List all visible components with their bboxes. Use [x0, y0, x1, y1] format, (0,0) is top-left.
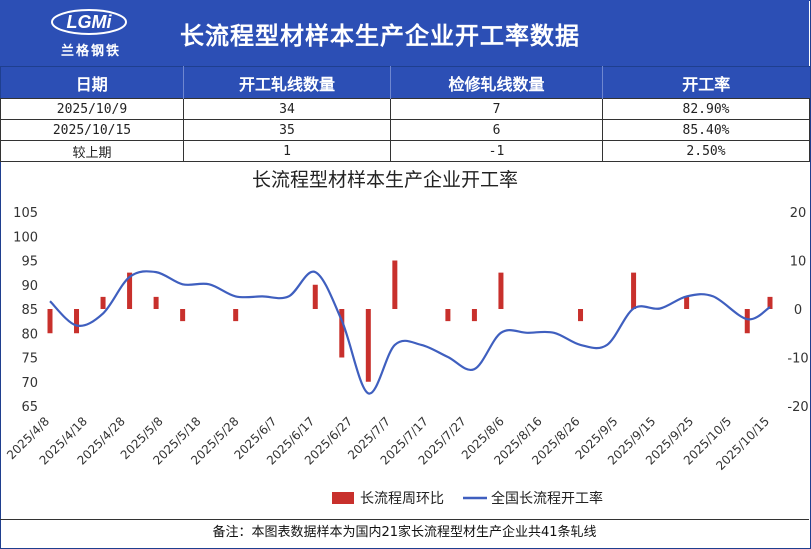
table-cell: 较上期	[0, 140, 184, 162]
logo-text: 兰格钢铁	[60, 44, 121, 59]
bar	[127, 272, 133, 309]
bar	[684, 296, 690, 309]
x-axis: 2025/4/82025/4/182025/4/282025/5/82025/5…	[4, 414, 772, 473]
left-axis-tick-label: 90	[21, 279, 38, 294]
bar	[47, 309, 53, 334]
line-path	[49, 270, 771, 395]
bar	[312, 284, 318, 309]
bar	[74, 309, 80, 334]
bar	[471, 309, 477, 322]
bar	[767, 296, 773, 309]
left-axis-tick-label: 65	[21, 400, 38, 415]
left-axis-tick-label: 85	[21, 303, 38, 318]
table-row: 2025/10/9 34 7 82.90%	[0, 98, 810, 120]
table-cell: 2025/10/15	[0, 119, 184, 141]
right-axis: -20 -10 0 10 20	[787, 206, 808, 415]
report-title: 长流程型材样本生产企业开工率数据	[180, 22, 580, 50]
right-axis-tick-label: 10	[790, 255, 807, 270]
left-axis-tick-label: 70	[21, 376, 38, 391]
table-header-row: 日期 开工轧线数量 检修轧线数量 开工率	[0, 66, 810, 99]
line-series	[49, 270, 771, 395]
header-bar: LGMi 兰格钢铁 长流程型材样本生产企业开工率数据	[0, 0, 809, 66]
table-cell: 6	[390, 119, 603, 141]
bar	[631, 272, 637, 309]
column-header-running-lines: 开工轧线数量	[183, 66, 391, 99]
bar	[100, 296, 106, 309]
table-cell: 35	[183, 119, 391, 141]
left-axis-tick-label: 80	[21, 327, 38, 342]
right-axis-tick-label: -20	[787, 400, 808, 415]
right-axis-tick-label: 0	[794, 303, 802, 318]
logo-mark-text: LGMi	[67, 12, 113, 32]
table-cell: -1	[390, 140, 603, 162]
legend-swatch-bar	[332, 492, 354, 504]
column-header-operating-rate: 开工率	[602, 66, 810, 99]
right-axis-tick-label: 20	[790, 206, 807, 221]
table-cell: 34	[183, 98, 391, 120]
chart-legend: 长流程周环比 全国长流程开工率	[332, 490, 603, 507]
table-row: 2025/10/15 35 6 85.40%	[0, 119, 810, 141]
table-cell: 85.40%	[602, 119, 810, 141]
footer-note: 备注：本图表数据样本为国内21家长流程型材生产企业共41条轧线	[0, 519, 809, 548]
bar-series	[47, 260, 773, 382]
logo-mark: LGMi	[51, 9, 127, 35]
table-cell: 7	[390, 98, 603, 120]
legend-label-bar: 长流程周环比	[360, 491, 444, 507]
bar	[180, 309, 186, 322]
chart-title: 长流程型材样本生产企业开工率	[252, 169, 518, 191]
bar	[339, 309, 345, 358]
table-cell: 2.50%	[602, 140, 810, 162]
left-axis-tick-label: 75	[21, 352, 38, 367]
table-cell: 82.90%	[602, 98, 810, 120]
bar	[445, 309, 451, 322]
bar	[233, 309, 239, 322]
table-row: 较上期 1 -1 2.50%	[0, 140, 810, 162]
bar	[365, 309, 371, 382]
right-axis-tick-label: -10	[787, 352, 808, 367]
bar	[578, 309, 584, 322]
bar	[498, 272, 504, 309]
bar	[153, 296, 159, 309]
lange-logo: LGMi 兰格钢铁	[50, 8, 130, 60]
column-header-maintenance-lines: 检修轧线数量	[390, 66, 603, 99]
bar	[392, 260, 398, 309]
table-cell: 1	[183, 140, 391, 162]
left-axis-tick-label: 105	[13, 206, 38, 221]
legend-label-line: 全国长流程开工率	[491, 490, 603, 507]
left-axis: 65 70 75 80 85 90 95 100 105	[13, 206, 38, 415]
summary-table: 日期 开工轧线数量 检修轧线数量 开工率 2025/10/9 34 7 82.9…	[0, 66, 810, 162]
column-header-date: 日期	[0, 66, 184, 99]
bar	[744, 309, 750, 334]
left-axis-tick-label: 100	[13, 230, 38, 245]
table-cell: 2025/10/9	[0, 98, 184, 120]
left-axis-tick-label: 95	[21, 255, 38, 270]
